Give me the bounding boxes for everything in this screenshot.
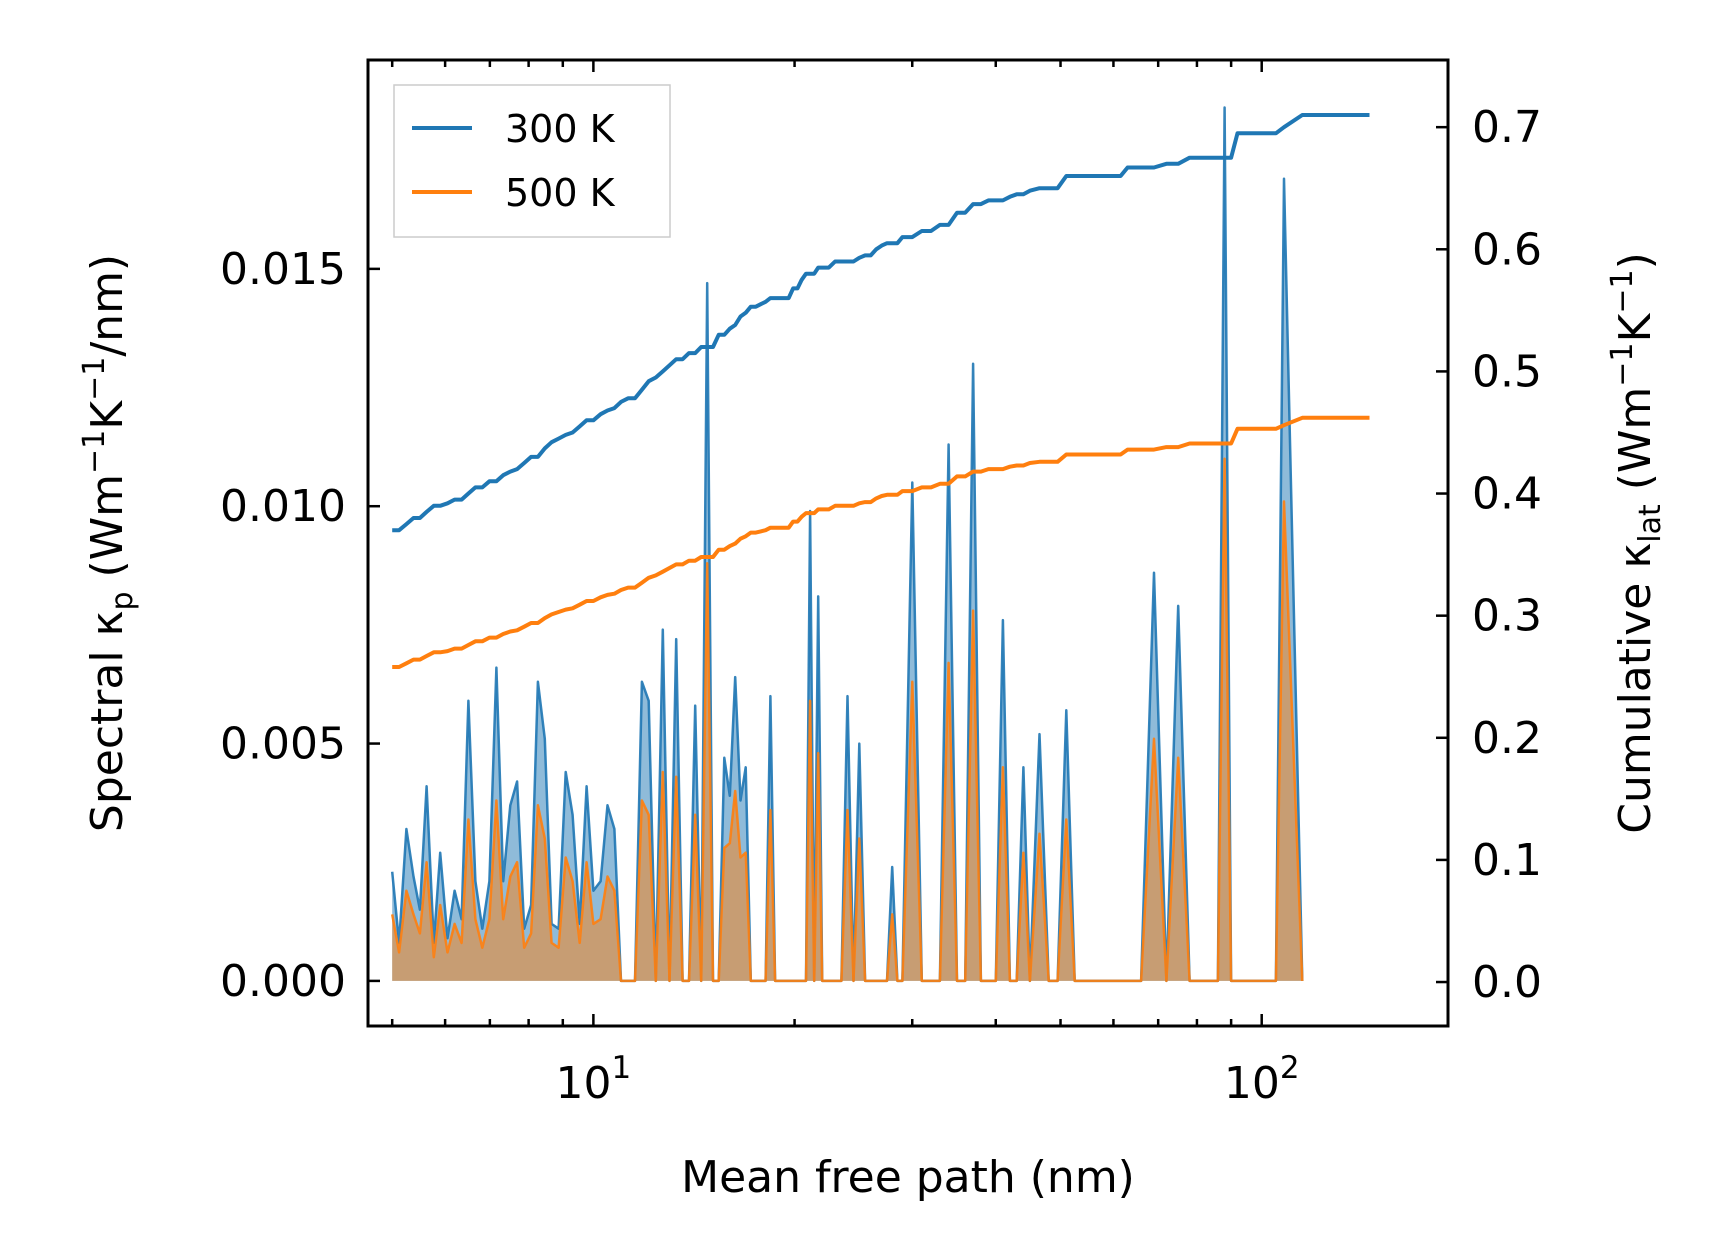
y-axis-label-right: Cumulative κlat (Wm−1K−1): [1605, 252, 1668, 834]
y-axis-label-left: Spectral κp (Wm−1K−1/nm): [77, 254, 140, 832]
y-right-tick-label: 0.5: [1472, 346, 1542, 397]
y-left-tick-label: 0.005: [220, 719, 346, 770]
axis-ticks: 101 102 0.000 0.005 0.010 0.015 0.0 0.1 0.2 0.3 0.…: [220, 60, 1542, 1109]
y-left-tick-label: 0.010: [220, 481, 346, 532]
y-right-tick-label: 0.1: [1472, 835, 1542, 886]
y-right-tick-label: 0.3: [1472, 591, 1542, 642]
spectral-area-500k: [392, 458, 1303, 981]
x-tick-label: 101: [556, 1050, 632, 1109]
y-left-tick-label: 0.015: [220, 244, 346, 295]
spectral-line-500k: [390, 457, 1304, 983]
legend: 300 K 500 K: [393, 84, 671, 238]
legend-label-300k: 300 K: [505, 107, 616, 151]
y-left-tick-label: 0.000: [220, 956, 346, 1007]
cumulative-line-500k: [392, 415, 1370, 669]
x-axis-label: Mean free path (nm): [681, 1152, 1135, 1203]
y-right-tick-label: 0.4: [1472, 469, 1542, 520]
legend-label-500k: 500 K: [505, 171, 616, 215]
plot-area: [390, 106, 1370, 983]
y-right-tick-label: 0.6: [1472, 224, 1542, 275]
spectral-area-300k: [392, 107, 1303, 981]
x-tick-label: 102: [1224, 1050, 1300, 1109]
y-right-tick-label: 0.0: [1472, 957, 1542, 1008]
legend-frame: [393, 84, 671, 238]
cumulative-line-300k: [392, 113, 1370, 533]
plot-frame: [366, 58, 1450, 1028]
y-right-tick-label: 0.7: [1472, 102, 1542, 153]
y-right-tick-label: 0.2: [1472, 713, 1542, 764]
